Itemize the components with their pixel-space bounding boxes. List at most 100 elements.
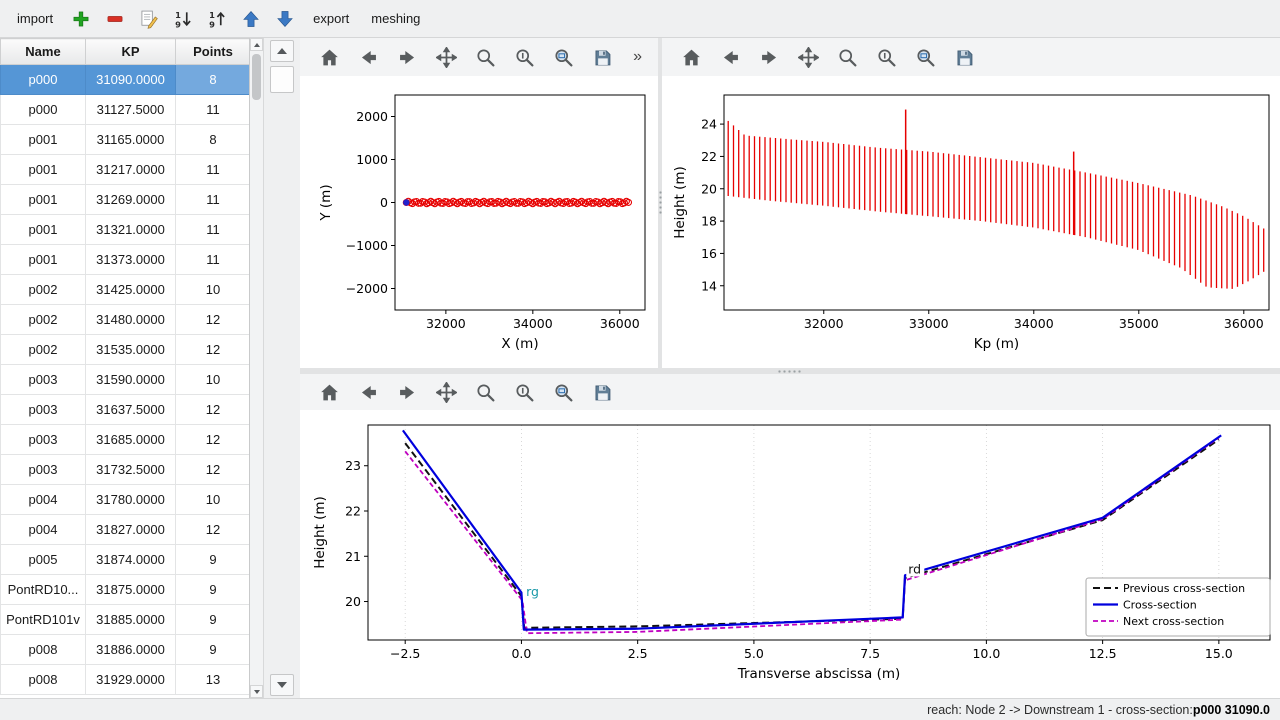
table-row[interactable]: p00331732.500012 bbox=[1, 455, 251, 485]
cell-points[interactable]: 11 bbox=[176, 95, 251, 125]
cell-points[interactable]: 8 bbox=[176, 65, 251, 95]
cell-kp[interactable]: 31827.0000 bbox=[86, 515, 176, 545]
panel-scroll-down-button[interactable] bbox=[270, 674, 294, 696]
home-button[interactable] bbox=[314, 42, 344, 72]
remove-section-button[interactable] bbox=[100, 4, 130, 34]
pan-button[interactable] bbox=[431, 377, 461, 407]
column-header-kp[interactable]: KP bbox=[86, 39, 176, 65]
panel-scroll-up-button[interactable] bbox=[270, 40, 294, 62]
cell-points[interactable]: 11 bbox=[176, 245, 251, 275]
forward-button[interactable] bbox=[754, 42, 784, 72]
zoom-button[interactable] bbox=[470, 377, 500, 407]
cell-points[interactable]: 12 bbox=[176, 395, 251, 425]
cell-points[interactable]: 11 bbox=[176, 215, 251, 245]
zoom-in-button[interactable] bbox=[871, 42, 901, 72]
zoom-rect-button[interactable] bbox=[548, 42, 578, 72]
add-section-button[interactable] bbox=[66, 4, 96, 34]
cell-points[interactable]: 12 bbox=[176, 335, 251, 365]
cell-points[interactable]: 12 bbox=[176, 305, 251, 335]
zoom-button[interactable] bbox=[832, 42, 862, 72]
cell-name[interactable]: p001 bbox=[1, 155, 86, 185]
cell-points[interactable]: 13 bbox=[176, 665, 251, 695]
cell-name[interactable]: p000 bbox=[1, 65, 86, 95]
cell-name[interactable]: p001 bbox=[1, 245, 86, 275]
cell-name[interactable]: p008 bbox=[1, 635, 86, 665]
cell-name[interactable]: p002 bbox=[1, 275, 86, 305]
cell-name[interactable]: p003 bbox=[1, 365, 86, 395]
forward-button[interactable] bbox=[392, 42, 422, 72]
cell-kp[interactable]: 31886.0000 bbox=[86, 635, 176, 665]
cell-name[interactable]: p002 bbox=[1, 335, 86, 365]
zoom-in-button[interactable] bbox=[509, 42, 539, 72]
table-row[interactable]: p00231535.000012 bbox=[1, 335, 251, 365]
cell-name[interactable]: PontRD10... bbox=[1, 575, 86, 605]
table-row[interactable]: p00331590.000010 bbox=[1, 365, 251, 395]
home-button[interactable] bbox=[314, 377, 344, 407]
table-row[interactable]: p00131217.000011 bbox=[1, 155, 251, 185]
cell-kp[interactable]: 31373.0000 bbox=[86, 245, 176, 275]
horizontal-splitter[interactable] bbox=[300, 368, 1280, 374]
cell-points[interactable]: 9 bbox=[176, 605, 251, 635]
table-row[interactable]: p00231425.000010 bbox=[1, 275, 251, 305]
back-button[interactable] bbox=[353, 42, 383, 72]
save-figure-button[interactable] bbox=[587, 42, 617, 72]
back-button[interactable] bbox=[715, 42, 745, 72]
table-scrollbar[interactable] bbox=[250, 38, 264, 698]
cell-kp[interactable]: 31590.0000 bbox=[86, 365, 176, 395]
cell-name[interactable]: PontRD101v bbox=[1, 605, 86, 635]
table-row[interactable]: p00231480.000012 bbox=[1, 305, 251, 335]
cell-name[interactable]: p001 bbox=[1, 125, 86, 155]
table-row[interactable]: p00031127.500011 bbox=[1, 95, 251, 125]
cell-kp[interactable]: 31090.0000 bbox=[86, 65, 176, 95]
back-button[interactable] bbox=[353, 377, 383, 407]
cell-points[interactable]: 12 bbox=[176, 515, 251, 545]
table-row[interactable]: p00431827.000012 bbox=[1, 515, 251, 545]
long-profile-figure[interactable]: 3200033000340003500036000141618202224Kp … bbox=[662, 76, 1280, 368]
save-figure-button[interactable] bbox=[587, 377, 617, 407]
cell-kp[interactable]: 31685.0000 bbox=[86, 425, 176, 455]
splitter-handle[interactable] bbox=[659, 190, 662, 216]
table-row[interactable]: p00131269.000011 bbox=[1, 185, 251, 215]
cell-kp[interactable]: 31929.0000 bbox=[86, 665, 176, 695]
meshing-button[interactable]: meshing bbox=[362, 7, 429, 30]
cell-kp[interactable]: 31875.0000 bbox=[86, 575, 176, 605]
cell-name[interactable]: p000 bbox=[1, 95, 86, 125]
cell-name[interactable]: p003 bbox=[1, 455, 86, 485]
cell-kp[interactable]: 31780.0000 bbox=[86, 485, 176, 515]
table-row[interactable]: p00331685.000012 bbox=[1, 425, 251, 455]
cell-points[interactable]: 10 bbox=[176, 275, 251, 305]
cell-kp[interactable]: 31127.5000 bbox=[86, 95, 176, 125]
cell-points[interactable]: 10 bbox=[176, 365, 251, 395]
table-row[interactable]: p00131165.00008 bbox=[1, 125, 251, 155]
cell-kp[interactable]: 31165.0000 bbox=[86, 125, 176, 155]
table-row[interactable]: p00031090.00008 bbox=[1, 65, 251, 95]
cell-points[interactable]: 11 bbox=[176, 155, 251, 185]
cell-name[interactable]: p001 bbox=[1, 215, 86, 245]
sort-down-button[interactable] bbox=[168, 4, 198, 34]
save-figure-button[interactable] bbox=[949, 42, 979, 72]
cell-name[interactable]: p003 bbox=[1, 395, 86, 425]
panel-scrollbar[interactable] bbox=[264, 38, 300, 698]
table-row[interactable]: p00531874.00009 bbox=[1, 545, 251, 575]
cell-name[interactable]: p005 bbox=[1, 545, 86, 575]
cell-name[interactable]: p008 bbox=[1, 665, 86, 695]
table-row[interactable]: PontRD10...31875.00009 bbox=[1, 575, 251, 605]
table-row[interactable]: p00831886.00009 bbox=[1, 635, 251, 665]
pan-button[interactable] bbox=[793, 42, 823, 72]
table-row[interactable]: p00131321.000011 bbox=[1, 215, 251, 245]
cell-name[interactable]: p004 bbox=[1, 485, 86, 515]
zoom-rect-button[interactable] bbox=[548, 377, 578, 407]
vertical-splitter[interactable] bbox=[658, 38, 662, 368]
cell-name[interactable]: p001 bbox=[1, 185, 86, 215]
sort-up-button[interactable] bbox=[202, 4, 232, 34]
cell-points[interactable]: 9 bbox=[176, 575, 251, 605]
cross-section-figure[interactable]: −2.50.02.55.07.510.012.515.020212223Tran… bbox=[300, 410, 1280, 698]
zoom-button[interactable] bbox=[470, 42, 500, 72]
cell-points[interactable]: 8 bbox=[176, 125, 251, 155]
splitter-handle[interactable] bbox=[777, 370, 803, 373]
cell-kp[interactable]: 31885.0000 bbox=[86, 605, 176, 635]
column-header-name[interactable]: Name bbox=[1, 39, 86, 65]
plan-view-figure[interactable]: 320003400036000−2000−1000010002000X (m)Y… bbox=[300, 76, 658, 368]
move-down-button[interactable] bbox=[270, 4, 300, 34]
cell-points[interactable]: 12 bbox=[176, 455, 251, 485]
